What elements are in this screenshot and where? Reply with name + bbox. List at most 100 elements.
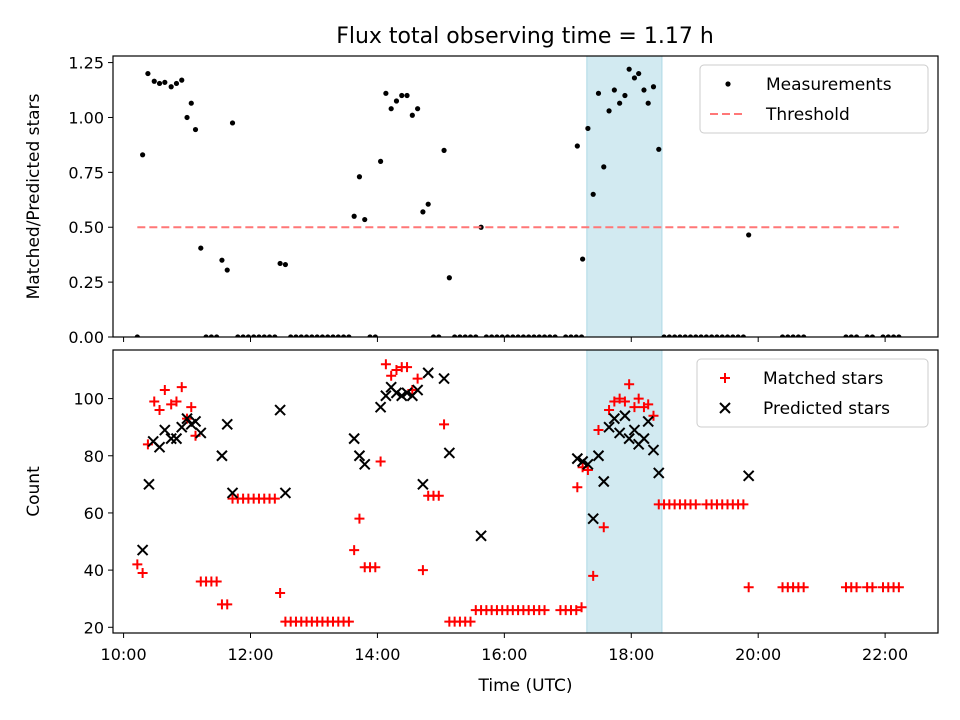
matched-star-point — [582, 465, 593, 476]
matched-star-point — [588, 570, 599, 581]
predicted-star-point — [598, 475, 610, 488]
measurement-point — [520, 334, 526, 337]
predicted-star-point — [592, 450, 605, 462]
measurement-point — [790, 334, 796, 337]
measurement-point — [693, 334, 699, 337]
matched-star-point — [629, 402, 640, 413]
measurement-point — [698, 334, 704, 337]
matched-star-point — [159, 385, 170, 396]
y-tick-label: 1.00 — [68, 108, 104, 127]
predicted-star-point — [396, 390, 408, 402]
measurement-point — [303, 334, 310, 337]
measurement-point — [541, 334, 548, 337]
measurement-point — [601, 164, 607, 170]
x-tick-label: 14:00 — [354, 645, 400, 664]
predicted-star-point — [628, 424, 641, 436]
measurement-point — [795, 334, 801, 337]
measurement-point — [335, 334, 341, 337]
matched-star-point — [171, 396, 182, 407]
measurement-point — [288, 334, 294, 337]
measurement-point — [580, 256, 586, 262]
predicted-star-point — [638, 432, 650, 445]
legend-predicted-swatch — [719, 402, 731, 414]
measurement-point — [261, 334, 267, 337]
x-tick-label: 10:00 — [101, 645, 147, 664]
measurement-point — [203, 334, 209, 337]
predicted-star-point — [216, 450, 228, 462]
measurement-point — [864, 334, 870, 337]
measurement-point — [314, 334, 320, 337]
predicted-star-point — [181, 412, 193, 425]
legend: Matched stars Predicted stars — [696, 358, 929, 428]
measurement-point — [293, 334, 299, 337]
y-tick-label: 0.75 — [68, 163, 104, 182]
legend: Measurements Threshold — [699, 64, 929, 134]
matched-star-point — [354, 513, 365, 524]
measurement-point — [325, 334, 331, 337]
matched-star-point — [149, 396, 160, 407]
measurement-point — [198, 245, 204, 251]
measurement-point — [457, 334, 463, 337]
predicted-star-point — [411, 384, 424, 396]
measurement-point — [168, 84, 174, 90]
measurement-point — [298, 334, 304, 337]
predicted-star-point — [401, 387, 413, 399]
measurement-point — [367, 334, 373, 337]
measurement-point — [430, 334, 437, 337]
measurement-point — [504, 334, 511, 337]
measurement-point — [645, 100, 651, 106]
predicted-star-point — [417, 478, 429, 491]
predicted-star-point — [189, 415, 202, 428]
measurement-point — [282, 261, 289, 268]
measurement-point — [573, 334, 579, 337]
measurement-point — [510, 334, 516, 337]
matched-star-point — [154, 405, 165, 416]
matched-star-point — [370, 562, 381, 573]
y-tick-label: 80 — [84, 447, 104, 466]
measurement-point — [256, 334, 262, 337]
series-matched-stars — [132, 359, 904, 627]
measurement-point — [151, 78, 157, 84]
measurement-point — [272, 334, 278, 337]
measurement-point — [622, 92, 628, 99]
matched-star-point — [222, 599, 233, 610]
measurement-point — [656, 146, 662, 152]
matched-star-point — [539, 605, 550, 616]
matched-star-point — [571, 605, 582, 616]
predicted-star-point — [623, 432, 635, 445]
series-predicted-stars — [136, 367, 755, 556]
matched-star-point — [433, 490, 444, 501]
matched-star-point — [572, 482, 583, 493]
matched-star-point — [619, 396, 630, 407]
matched-star-point — [186, 402, 197, 413]
measurement-point — [156, 80, 163, 87]
y-tick-label: 0.50 — [68, 218, 104, 237]
measurement-point — [631, 75, 638, 81]
predicted-star-point — [348, 432, 360, 445]
measurement-point — [452, 334, 458, 337]
measurement-point — [650, 84, 657, 90]
matched-star-point — [648, 410, 659, 421]
predicted-star-point — [422, 367, 434, 379]
matched-star-point — [275, 587, 286, 598]
observing-window-span — [586, 349, 663, 634]
measurement-point — [714, 334, 720, 337]
measurement-point — [499, 334, 505, 337]
predicted-star-point — [443, 447, 456, 459]
y-tick-label: 0.00 — [68, 328, 104, 347]
matched-star-point — [851, 582, 862, 593]
predicted-star-point — [653, 467, 665, 479]
measurement-point — [441, 147, 447, 153]
measurement-point — [578, 334, 585, 337]
predicted-star-point — [380, 390, 392, 402]
measurement-point — [399, 92, 405, 99]
measurement-point — [515, 334, 521, 337]
legend-label: Threshold — [765, 105, 850, 125]
measurement-point — [719, 334, 725, 337]
matched-star-point — [137, 567, 148, 578]
matched-star-point — [211, 576, 222, 587]
measurement-point — [843, 334, 849, 337]
y-tick-label: 100 — [73, 390, 104, 409]
measurement-point — [409, 112, 415, 118]
measurement-point — [208, 334, 214, 337]
